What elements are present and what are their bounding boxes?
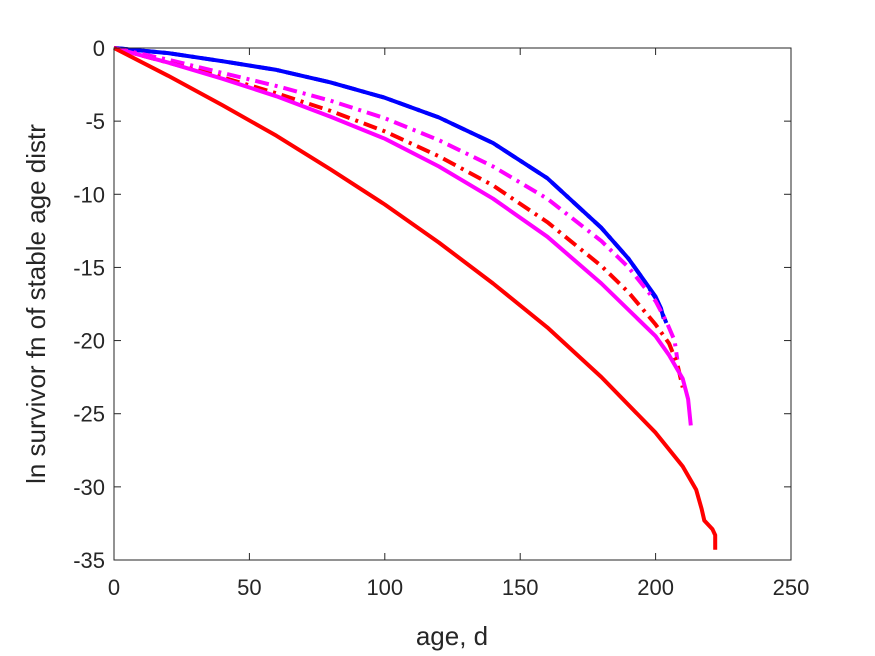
x-tick-label: 200 xyxy=(637,575,674,600)
plot-frame xyxy=(113,47,792,561)
series-line-2 xyxy=(113,46,669,324)
y-axis-label: ln survivor fn of stable age distr xyxy=(21,124,51,484)
series-layer xyxy=(113,46,718,550)
tick-layer: 0 50 100 150 200 250 0 -5 -10 -15 -20 -25 -30 -35 xyxy=(73,36,809,600)
y-tick-label: -25 xyxy=(73,402,105,427)
x-tick-label: 0 xyxy=(108,575,120,600)
y-tick-label: 0 xyxy=(93,36,105,61)
y-tick-label: -20 xyxy=(73,329,105,354)
x-tick-label: 250 xyxy=(773,575,810,600)
x-tick-label: 150 xyxy=(502,575,539,600)
plot-area xyxy=(114,48,791,560)
series-line-6 xyxy=(113,46,718,550)
y-tick-label: -35 xyxy=(73,548,105,573)
y-tick-label: -10 xyxy=(73,182,105,207)
x-tick-label: 100 xyxy=(366,575,403,600)
y-tick-label: -30 xyxy=(73,475,105,500)
series-line-5 xyxy=(113,46,693,426)
x-tick-label: 50 xyxy=(237,575,261,600)
y-tick-label: -15 xyxy=(73,255,105,280)
x-axis-label: age, d xyxy=(416,621,488,651)
y-tick-label: -5 xyxy=(85,109,105,134)
series-line-3 xyxy=(113,46,680,360)
